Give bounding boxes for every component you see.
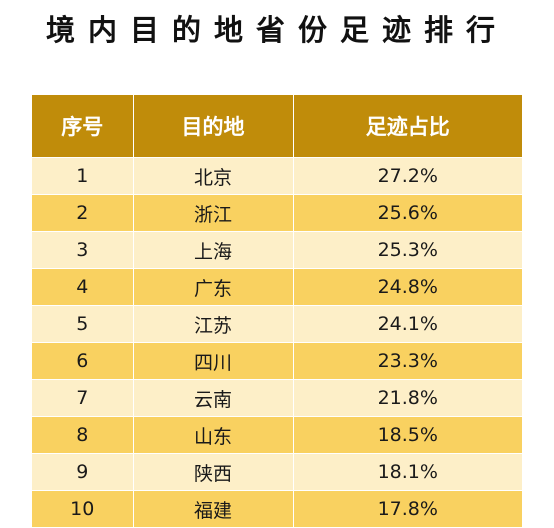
rank-cell: 6 (32, 342, 133, 380)
destination-cell: 浙江 (132, 194, 293, 232)
table-row: 3 上海 25.3% (32, 231, 522, 269)
share-cell: 18.5% (292, 416, 522, 454)
table-row: 4 广东 24.8% (32, 268, 522, 306)
destination-cell: 四川 (132, 342, 293, 380)
table-row: 2 浙江 25.6% (32, 194, 522, 232)
destination-cell: 福建 (132, 490, 293, 527)
rank-cell: 1 (32, 157, 133, 195)
share-cell: 24.8% (292, 268, 522, 306)
page-title: 境内目的地省份足迹排行 (45, 13, 508, 47)
rank-cell: 5 (32, 305, 133, 343)
destination-cell: 上海 (132, 231, 293, 269)
share-cell: 23.3% (292, 342, 522, 380)
share-cell: 25.3% (292, 231, 522, 269)
ranking-table: 序号 目的地 足迹占比 1 北京 27.2% 2 浙江 25.6% 3 上海 25.3% 4 广东 2… (32, 95, 522, 527)
table-row: 10 福建 17.8% (32, 490, 522, 527)
table-body: 1 北京 27.2% 2 浙江 25.6% 3 上海 25.3% 4 广东 24.8% 5 江苏 24.1%… (32, 157, 522, 527)
share-cell: 27.2% (292, 157, 522, 195)
header-rank: 序号 (32, 95, 133, 158)
destination-cell: 山东 (132, 416, 293, 454)
share-cell: 25.6% (292, 194, 522, 232)
table-row: 7 云南 21.8% (32, 379, 522, 417)
share-cell: 17.8% (292, 490, 522, 527)
destination-cell: 陕西 (132, 453, 293, 491)
rank-cell: 7 (32, 379, 133, 417)
rank-cell: 8 (32, 416, 133, 454)
table-row: 1 北京 27.2% (32, 157, 522, 195)
destination-cell: 江苏 (132, 305, 293, 343)
table-row: 8 山东 18.5% (32, 416, 522, 454)
share-cell: 18.1% (292, 453, 522, 491)
share-cell: 21.8% (292, 379, 522, 417)
header-destination: 目的地 (132, 95, 293, 158)
ranking-table-container: 序号 目的地 足迹占比 1 北京 27.2% 2 浙江 25.6% 3 上海 25.3% 4 广东 2… (32, 95, 522, 527)
rank-cell: 10 (32, 490, 133, 527)
header-share: 足迹占比 (292, 95, 522, 158)
table-row: 5 江苏 24.1% (32, 305, 522, 343)
header-row: 序号 目的地 足迹占比 (32, 95, 522, 158)
table-header: 序号 目的地 足迹占比 (32, 95, 522, 158)
share-cell: 24.1% (292, 305, 522, 343)
table-row: 9 陕西 18.1% (32, 453, 522, 491)
destination-cell: 广东 (132, 268, 293, 306)
rank-cell: 3 (32, 231, 133, 269)
destination-cell: 云南 (132, 379, 293, 417)
rank-cell: 2 (32, 194, 133, 232)
rank-cell: 9 (32, 453, 133, 491)
rank-cell: 4 (32, 268, 133, 306)
table-row: 6 四川 23.3% (32, 342, 522, 380)
destination-cell: 北京 (132, 157, 293, 195)
